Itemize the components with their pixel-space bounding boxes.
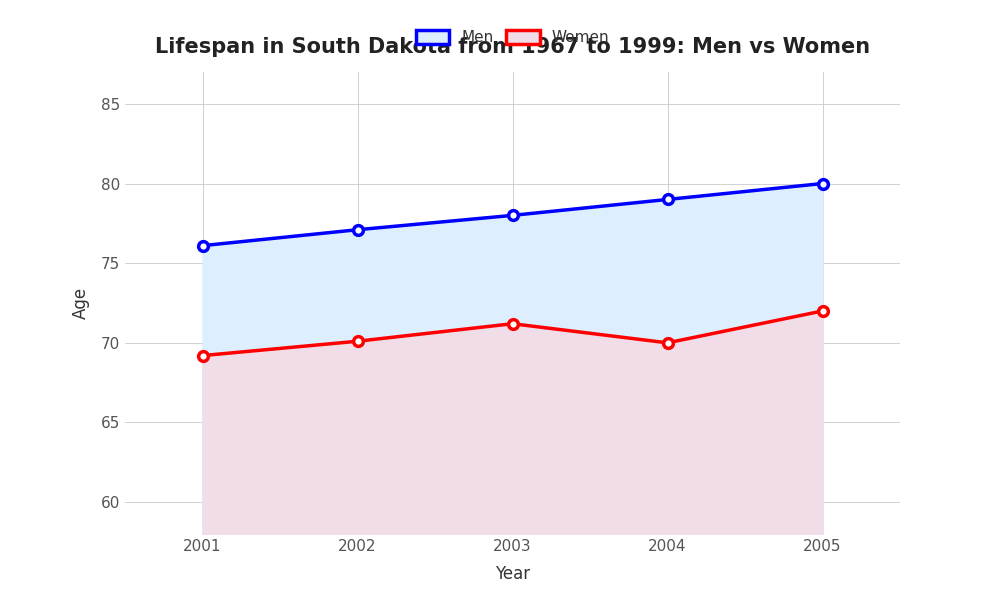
- Title: Lifespan in South Dakota from 1967 to 1999: Men vs Women: Lifespan in South Dakota from 1967 to 19…: [155, 37, 870, 56]
- X-axis label: Year: Year: [495, 565, 530, 583]
- Y-axis label: Age: Age: [72, 287, 90, 319]
- Legend: Men, Women: Men, Women: [410, 24, 615, 52]
